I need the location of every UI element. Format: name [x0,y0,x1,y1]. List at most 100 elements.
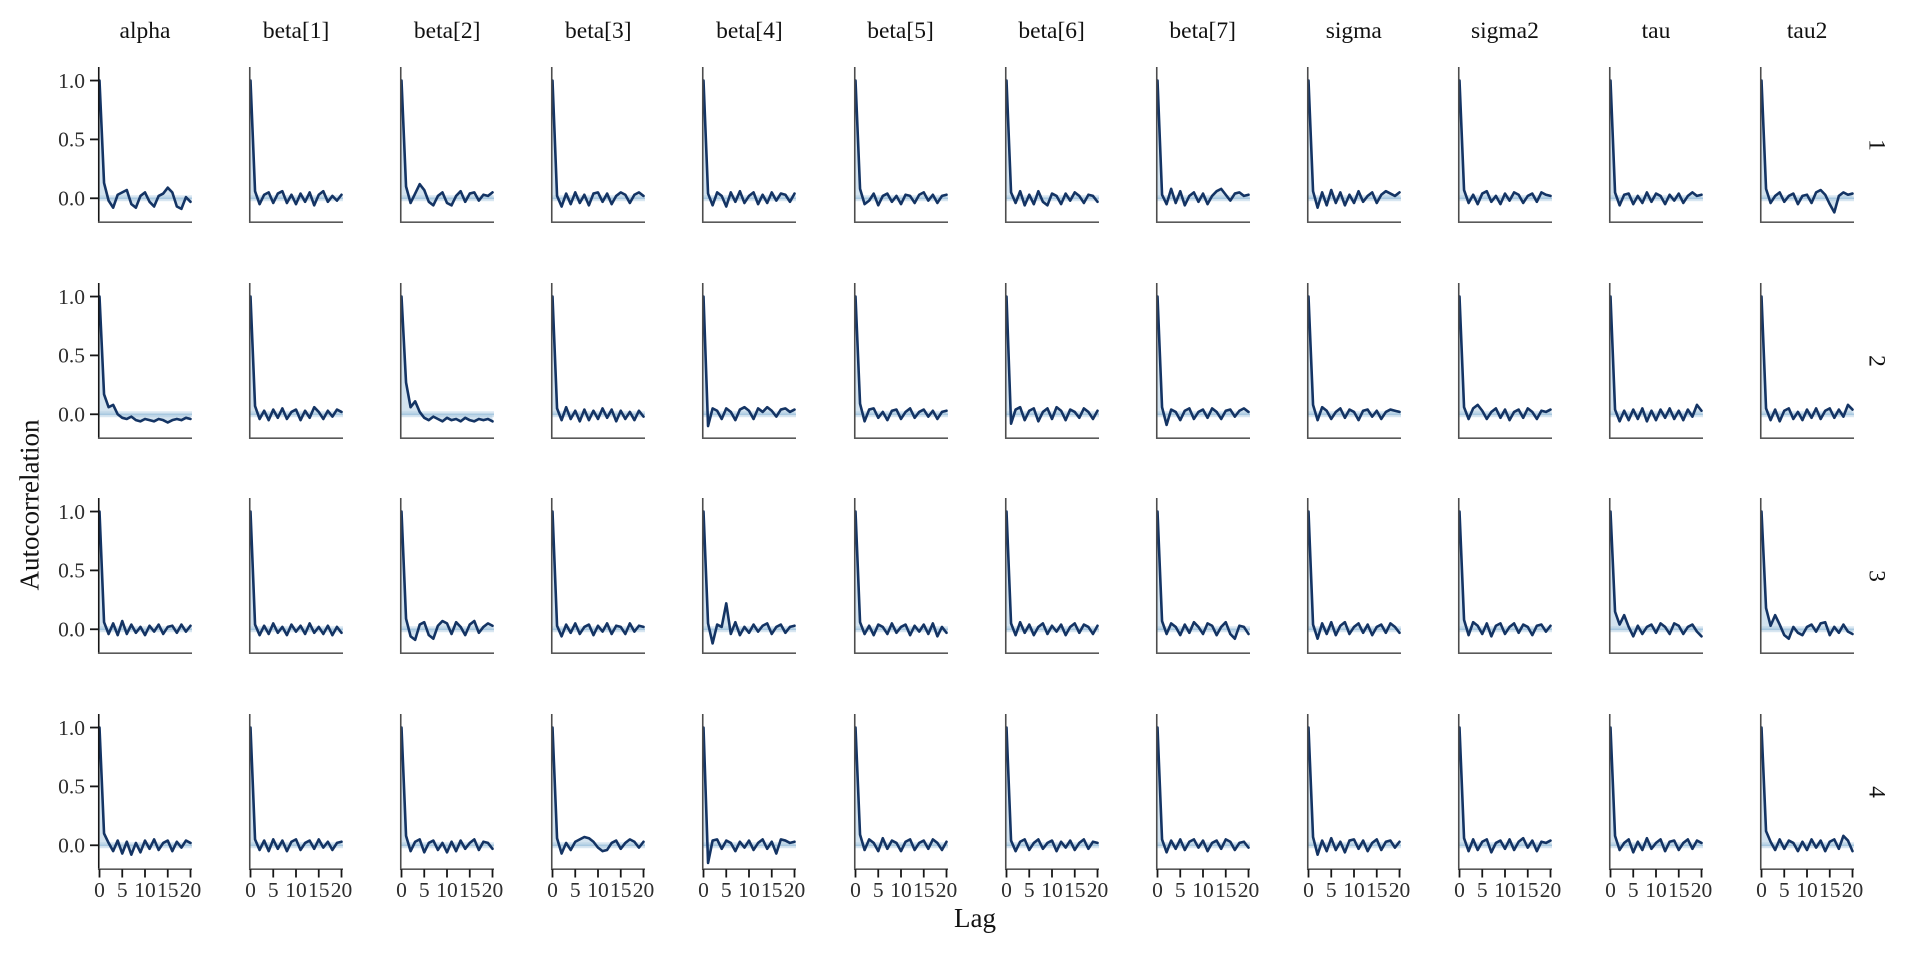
column-header-sigma2: sigma2 [1470,18,1539,44]
x-tick-label: 0 [1152,878,1163,902]
autocorr-line [1004,79,1099,207]
autocorr-fill [703,80,795,207]
row-label-3: 3 [1863,570,1890,583]
y-tick-label: 0.5 [58,775,85,799]
x-tick-label: 20 [784,878,806,902]
autocorr-line [400,510,494,642]
subplot-beta-7-chain-4: 0 5 10 15 20 [1152,714,1259,902]
x-tick-label: 5 [872,878,883,902]
autocorr-line [1760,79,1854,214]
subplot-sigma2-chain-3 [1457,498,1552,655]
autocorr-line [98,294,192,424]
subplot-alpha-chain-4: 1.0 0.5 0.0 0 5 10 15 20 [58,714,201,902]
autocorr-fill [1610,296,1702,422]
autocorr-line [1458,726,1552,854]
autocorr-fill [1459,296,1551,420]
column-header-beta-3: beta[3] [565,18,632,44]
subplot-beta-1-chain-3 [249,498,344,655]
autocorr-line [1306,79,1401,209]
x-tick-label: 20 [1086,878,1108,902]
autocorr-line [249,726,343,853]
y-tick-label: 0.0 [58,618,85,642]
autocorr-fill [552,727,644,854]
subplot-beta-3-chain-1 [551,67,646,223]
subplot-beta-2-chain-1 [400,67,495,223]
x-tick-label: 15 [1215,878,1237,902]
autocorr-line [551,79,646,208]
autocorr-fill [1006,296,1098,424]
autocorr-line [702,79,797,208]
x-tick-label: 20 [1237,878,1259,902]
subplot-beta-2-chain-2 [400,282,495,439]
subplot-sigma-chain-3 [1306,498,1401,655]
autocorr-line [98,79,192,211]
autocorr-fill [1459,80,1551,205]
autocorr-fill [1006,727,1098,852]
autocorr-fill [1761,80,1853,213]
y-tick-label: 1.0 [58,500,85,524]
x-tick-label: 0 [1303,878,1314,902]
autocorr-line [1306,726,1401,857]
subplot-beta-7-chain-1 [1155,67,1250,223]
subplot-tau-chain-3 [1608,498,1703,655]
subplot-alpha-chain-2: 1.0 0.5 0.0 [58,282,192,439]
autocorr-fill [99,511,191,636]
autocorr-fill [552,511,644,637]
autocorr-line [1155,79,1250,207]
x-tick-label: 0 [1756,878,1767,902]
subplot-beta-5-chain-3 [853,498,948,655]
x-tick-label: 0 [699,878,710,902]
x-tick-label: 20 [633,878,655,902]
row-label-1: 1 [1863,139,1890,151]
autocorr-line [551,726,646,855]
subplot-beta-1-chain-2 [249,282,344,439]
x-tick-label: 0 [547,878,558,902]
column-header-beta-1: beta[1] [262,18,330,44]
x-tick-label: 15 [459,878,481,902]
autocorr-line [1306,294,1401,422]
x-tick-label: 15 [308,878,330,902]
x-tick-label: 10 [1192,878,1214,902]
autocorr-line [249,510,343,637]
autocorr-line [1155,294,1250,426]
column-header-beta-5: beta[5] [867,18,934,44]
x-tick-label: 5 [1779,878,1790,902]
subplot-beta-6-chain-1 [1004,67,1099,223]
autocorr-fill [99,727,191,855]
autocorr-line [702,294,797,428]
autocorr-fill [552,80,644,207]
column-header-beta-6: beta[6] [1018,18,1085,44]
autocorr-fill [250,727,342,852]
autocorr-line [1458,79,1552,206]
subplot-tau-chain-2 [1608,282,1703,439]
autocorr-fill [1459,727,1551,853]
x-tick-label: 15 [761,878,783,902]
autocorr-fill [1006,511,1098,636]
autocorr-line [1760,510,1854,641]
autocorr-fill [703,296,795,426]
autocorr-line [702,726,797,865]
y-axis-label: Autocorrelation [14,419,45,591]
autocorr-line [1609,79,1703,207]
y-tick-label: 1.0 [58,716,85,740]
subplot-alpha-chain-1: 1.0 0.5 0.0 [58,67,192,223]
autocorr-fill [250,296,342,420]
autocorr-fill [250,511,342,636]
autocorr-fill [1157,296,1249,425]
autocorr-line [1004,294,1099,425]
subplot-tau-chain-1 [1608,67,1703,223]
x-tick-label: 5 [1326,878,1337,902]
subplot-beta-5-chain-4: 0 5 10 15 20 [850,714,957,902]
autocorr-line [1609,726,1703,854]
column-header-beta-2: beta[2] [413,18,481,44]
column-header-alpha: alpha [119,18,171,44]
autocorr-fill [1761,727,1853,852]
subplot-beta-6-chain-2 [1004,282,1099,439]
subplot-beta-4-chain-1 [702,67,797,223]
x-tick-label: 15 [1064,878,1086,902]
autocorr-fill [1308,727,1400,855]
autocorr-line [400,726,494,854]
autocorr-line [1609,294,1703,423]
column-header-tau2: tau2 [1786,18,1828,44]
subplot-tau2-chain-1 [1760,67,1855,223]
